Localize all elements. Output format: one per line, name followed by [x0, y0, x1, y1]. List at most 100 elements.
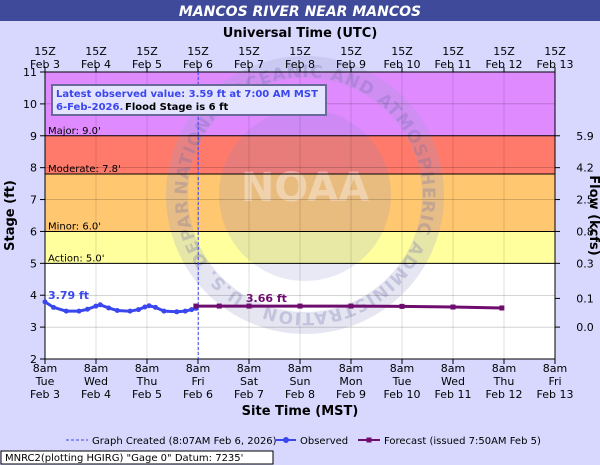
forecast-point-3 — [297, 303, 303, 309]
bottom-tick-date-0: Feb 3 — [30, 388, 60, 401]
bottom-tick-date-3: Feb 6 — [183, 388, 213, 401]
top-tick-date-10: Feb 13 — [537, 58, 574, 71]
y-tick-label-3: 3 — [30, 321, 37, 334]
bottom-tick-time-8: 8am — [441, 362, 465, 375]
top-tick-date-4: Feb 7 — [234, 58, 264, 71]
observed-point-14 — [161, 308, 167, 314]
forecast-line — [195, 304, 502, 310]
observed-first-label: 3.79 ft — [48, 289, 89, 302]
bottom-tick-date-10: Feb 13 — [537, 388, 574, 401]
top-tick-time-8: 15Z — [442, 45, 464, 58]
forecast-first-label: 3.66 ft — [246, 292, 287, 305]
observed-point-1 — [51, 304, 56, 310]
bottom-tick-date-2: Feb 5 — [132, 388, 162, 401]
bottom-tick-date-9: Feb 12 — [486, 388, 523, 401]
bottom-tick-date-7: Feb 10 — [384, 388, 421, 401]
top-tick-date-1: Feb 4 — [81, 58, 111, 71]
noaa-watermark-disc — [219, 109, 391, 281]
top-tick-time-7: 15Z — [391, 45, 413, 58]
chart-title: MANCOS RIVER NEAR MANCOS — [179, 4, 421, 20]
y2-tick-label-0: 0.0 — [576, 321, 594, 334]
observed-point-8 — [114, 308, 120, 314]
bottom-tick-day-2: Thu — [136, 375, 158, 388]
bottom-tick-day-10: Fri — [548, 375, 561, 388]
y-axis-label: Stage (ft) — [3, 180, 18, 251]
observed-point-10 — [136, 307, 141, 313]
footer-box — [0, 450, 274, 465]
bottom-tick-time-1: 8am — [84, 362, 108, 375]
threshold-label-2: Moderate: 7.8' — [48, 164, 121, 175]
bottom-tick-day-3: Fri — [191, 375, 204, 388]
top-tick-date-3: Feb 6 — [183, 58, 213, 71]
legend-observed-label: Observed — [300, 436, 348, 447]
top-tick-date-5: Feb 8 — [285, 58, 315, 71]
top-tick-time-3: 15Z — [187, 45, 209, 58]
y2-tick-label-2: 0.3 — [576, 257, 594, 270]
bottom-tick-time-4: 8am — [237, 362, 261, 375]
observed-point-15 — [174, 309, 180, 315]
top-axis-label: Universal Time (UTC) — [223, 26, 378, 41]
noaa-watermark-ring — [166, 56, 444, 334]
x-axis-label: Site Time (MST) — [242, 404, 359, 419]
bottom-tick-date-4: Feb 7 — [234, 388, 264, 401]
observed-point-5 — [93, 303, 99, 309]
top-tick-time-1: 15Z — [85, 45, 107, 58]
bottom-tick-time-2: 8am — [135, 362, 159, 375]
observed-point-12 — [146, 303, 152, 309]
forecast-point-1 — [216, 303, 222, 309]
bottom-tick-time-0: 8am — [33, 362, 57, 375]
info-box-line1: Latest observed value: 3.59 ft at 7:00 A… — [56, 89, 318, 100]
forecast-point-7 — [499, 305, 505, 311]
top-tick-time-0: 15Z — [34, 45, 56, 58]
flood-band-0 — [45, 231, 555, 264]
top-tick-time-9: 15Z — [493, 45, 515, 58]
forecast-point-2 — [246, 303, 252, 309]
observed-point-6 — [97, 302, 103, 308]
y-tick-label-7: 7 — [30, 194, 37, 207]
bottom-tick-day-8: Wed — [441, 375, 465, 388]
bottom-tick-day-7: Tue — [392, 375, 412, 388]
observed-point-11 — [142, 304, 148, 310]
y-tick-label-2: 2 — [30, 353, 37, 366]
top-tick-date-7: Feb 10 — [384, 58, 421, 71]
top-tick-time-10: 15Z — [544, 45, 566, 58]
y2-tick-label-3: 0.8 — [576, 225, 594, 238]
forecast-point-0 — [193, 303, 199, 309]
bottom-tick-time-6: 8am — [339, 362, 363, 375]
bottom-tick-day-4: Sat — [240, 375, 259, 388]
flood-band-1 — [45, 174, 555, 232]
bottom-tick-day-1: Wed — [84, 375, 108, 388]
y2-tick-label-1: 0.1 — [576, 292, 594, 305]
observed-point-4 — [85, 306, 90, 312]
legend-observed-marker — [283, 437, 289, 443]
bottom-tick-time-7: 8am — [390, 362, 414, 375]
y-tick-label-4: 4 — [30, 289, 37, 302]
bottom-tick-day-6: Mon — [339, 375, 362, 388]
top-tick-time-4: 15Z — [238, 45, 260, 58]
noaa-watermark-text: NOAA — [241, 165, 369, 211]
info-box-flood-stage: Flood Stage is 6 ft — [125, 102, 228, 113]
legend-created-label: Graph Created (8:07AM Feb 6, 2026) — [92, 436, 277, 447]
observed-point-16 — [182, 308, 188, 314]
y-tick-label-8: 8 — [30, 162, 37, 175]
y-tick-label-9: 9 — [30, 130, 37, 143]
y-tick-label-11: 11 — [23, 66, 37, 79]
threshold-label-0: Action: 5.0' — [48, 253, 105, 264]
forecast-point-4 — [348, 303, 354, 309]
top-tick-date-0: Feb 3 — [30, 58, 60, 71]
bottom-tick-date-5: Feb 8 — [285, 388, 315, 401]
y-tick-label-10: 10 — [23, 98, 37, 111]
threshold-label-3: Major: 9.0' — [48, 126, 101, 137]
footer-text: MNRC2(plotting HGIRG) "Gage 0" Datum: 72… — [5, 453, 243, 464]
legend-forecast-marker — [366, 437, 372, 443]
bottom-tick-time-5: 8am — [288, 362, 312, 375]
top-tick-date-6: Feb 9 — [336, 58, 366, 71]
y-tick-label-5: 5 — [30, 257, 37, 270]
bottom-tick-day-9: Thu — [493, 375, 515, 388]
bottom-tick-date-1: Feb 4 — [81, 388, 111, 401]
y2-tick-label-4: 2.5 — [576, 194, 594, 207]
title-bar — [0, 0, 600, 21]
legend-forecast-label: Forecast (issued 7:50AM Feb 5) — [384, 436, 541, 447]
observed-point-17 — [189, 307, 195, 313]
